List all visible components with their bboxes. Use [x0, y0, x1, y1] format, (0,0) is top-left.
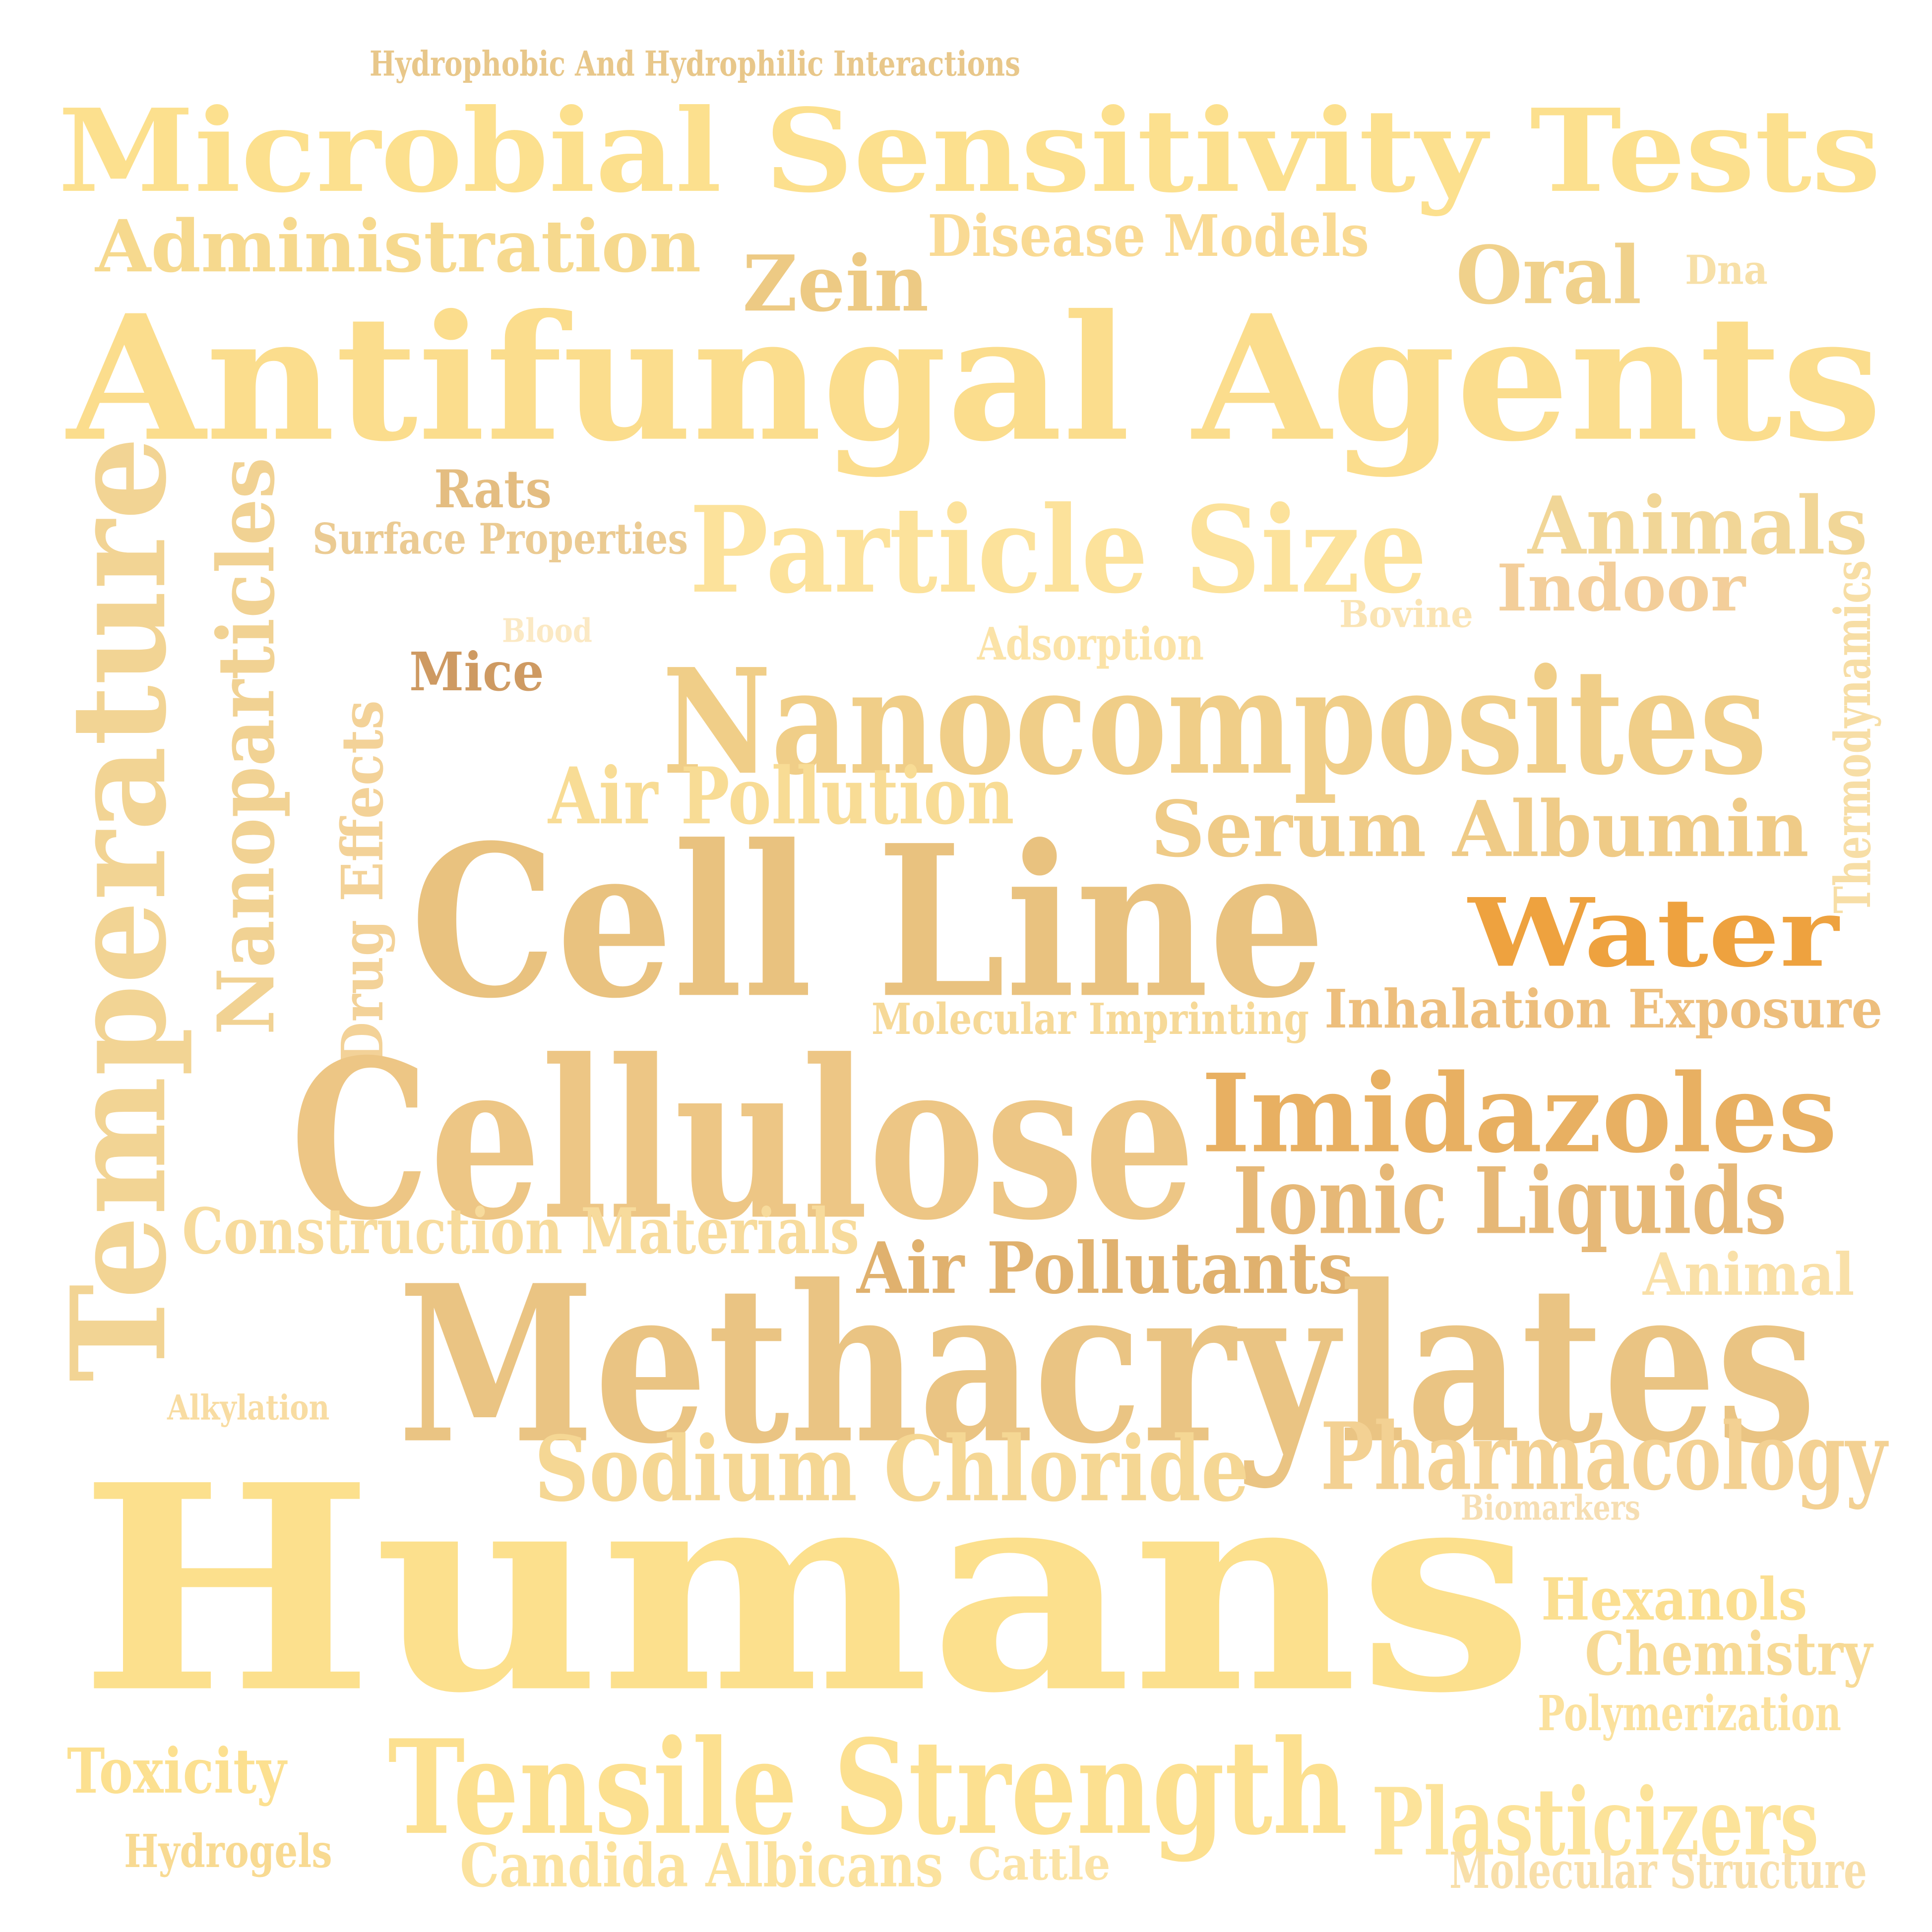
- word-rats: Rats: [434, 459, 552, 520]
- word-microbial-sensitivity-tests: Microbial Sensitivity Tests: [58, 84, 1881, 218]
- word-alkylation: Alkylation: [167, 1388, 330, 1428]
- word-nanoparticles: Nanoparticles: [200, 457, 292, 1035]
- word-particle-size: Particle Size: [689, 480, 1427, 620]
- word-indoor: Indoor: [1496, 550, 1745, 626]
- word-mice: Mice: [409, 640, 544, 703]
- word-molecular-structure: Molecular Structure: [1449, 1841, 1867, 1900]
- word-serum-albumin: Serum Albumin: [1151, 784, 1809, 875]
- word-antifungal-agents: Antifungal Agents: [67, 277, 1882, 480]
- word-blood: Blood: [502, 612, 592, 650]
- word-animals: Animals: [1528, 479, 1868, 573]
- word-cellulose: Cellulose: [290, 1012, 1196, 1269]
- word-methacrylates: Methacrylates: [398, 1238, 1816, 1492]
- word-chemistry: Chemistry: [1585, 1618, 1872, 1689]
- word-pharmacology: Pharmacology: [1320, 1402, 1887, 1511]
- word-water: Water: [1468, 877, 1839, 989]
- word-dna: Dna: [1685, 246, 1768, 294]
- word-thermodynamics: Thermodynamics: [1823, 560, 1882, 913]
- word-biomarkers: Biomarkers: [1461, 1488, 1641, 1528]
- word-air-pollutants: Air Pollutants: [857, 1227, 1354, 1310]
- word-nanocomposites: Nanocomposites: [662, 637, 1767, 807]
- word-air-pollution: Air Pollution: [548, 750, 1014, 842]
- word-zein: Zein: [743, 239, 929, 329]
- word-temperature: Temperature: [43, 436, 195, 1382]
- word-cell-line: Cell Line: [410, 799, 1326, 1045]
- word-administration: Administration: [95, 204, 701, 289]
- word-plasticizers: Plasticizers: [1371, 1767, 1819, 1877]
- word-tensile-strength: Tensile Strength: [388, 1711, 1348, 1864]
- word-imidazoles: Imidazoles: [1201, 1050, 1837, 1177]
- word-candida-albicans: Candida Albicans: [460, 1830, 943, 1901]
- word-sodium-chloride: Sodium Chloride: [534, 1416, 1249, 1522]
- word-molecular-imprinting: Molecular Imprinting: [872, 993, 1309, 1044]
- word-bovine: Bovine: [1339, 592, 1473, 636]
- word-hexanols: Hexanols: [1541, 1565, 1807, 1634]
- word-construction-materials: Construction Materials: [182, 1194, 860, 1268]
- word-oral: Oral: [1456, 228, 1642, 322]
- word-hydrophobic-and-hydrophilic-interactions: Hydrophobic And Hydrophilic Interactions: [370, 44, 1020, 84]
- word-animal: Animal: [1643, 1240, 1855, 1309]
- word-cattle: Cattle: [968, 1838, 1111, 1890]
- word-disease-models: Disease Models: [928, 202, 1370, 270]
- word-humans: Humans: [79, 1423, 1534, 1755]
- word-toxicity: Toxicity: [67, 1735, 287, 1808]
- word-adsorption: Adsorption: [977, 618, 1204, 670]
- word-ionic-liquids: Ionic Liquids: [1233, 1147, 1787, 1255]
- word-hydrogels: Hydrogels: [124, 1824, 332, 1878]
- word-surface-properties: Surface Properties: [312, 514, 688, 564]
- word-polymerization: Polymerization: [1538, 1685, 1842, 1742]
- word-inhalation-exposure: Inhalation Exposure: [1324, 977, 1883, 1040]
